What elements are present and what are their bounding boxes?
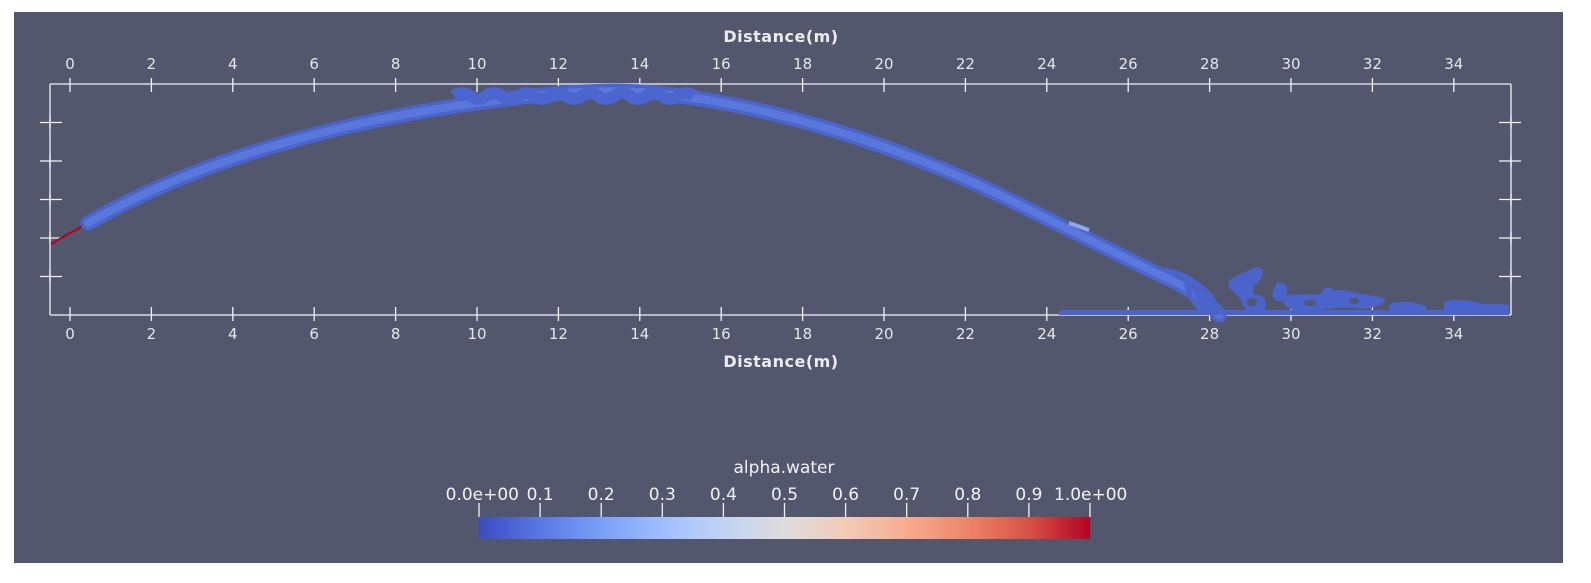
colorbar-label-6: 0.6: [832, 485, 859, 505]
plot-canvas: Distance(m) Distance(m) 0 2 4 6 8 10 12 14 16 18 2…: [40, 27, 1521, 539]
bottom-tick-label-32: 32: [1363, 325, 1382, 343]
splash-region: [1059, 267, 1509, 315]
top-tick-label-22: 22: [956, 55, 975, 73]
bottom-axis-title: Distance(m): [723, 352, 838, 371]
bottom-tick-label-2: 2: [147, 325, 157, 343]
colorbar-gradient: [479, 517, 1090, 539]
top-tick-label-0: 0: [65, 55, 75, 73]
bottom-tick-label-10: 10: [467, 325, 486, 343]
bottom-tick-label-24: 24: [1037, 325, 1056, 343]
top-tick-label-34: 34: [1444, 55, 1463, 73]
bottom-tick-label-28: 28: [1200, 325, 1219, 343]
colorbar-label-1: 0.1: [527, 485, 554, 505]
top-tick-label-32: 32: [1363, 55, 1382, 73]
top-tick-label-26: 26: [1119, 55, 1138, 73]
bottom-tick-label-20: 20: [874, 325, 893, 343]
bottom-tick-label-16: 16: [712, 325, 731, 343]
render-viewport[interactable]: Distance(m) Distance(m) 0 2 4 6 8 10 12 14 16 18 2…: [14, 12, 1563, 563]
top-tick-label-4: 4: [228, 55, 238, 73]
colorbar-label-9: 0.9: [1015, 485, 1042, 505]
bottom-tick-label-18: 18: [793, 325, 812, 343]
bottom-tick-label-26: 26: [1119, 325, 1138, 343]
top-tick-label-2: 2: [147, 55, 157, 73]
bottom-tick-label-0: 0: [65, 325, 75, 343]
splash-inner-holes: [1247, 298, 1359, 306]
bottom-tick-label-4: 4: [228, 325, 238, 343]
top-tick-label-18: 18: [793, 55, 812, 73]
top-axis-title: Distance(m): [723, 27, 838, 46]
colorbar-label-2: 0.2: [588, 485, 615, 505]
top-tick-label-14: 14: [630, 55, 649, 73]
bottom-tick-label-14: 14: [630, 325, 649, 343]
bottom-tick-label-34: 34: [1444, 325, 1463, 343]
top-axis-ticks: 0 2 4 6 8 10 12 14 16 18 20 22 24 26 28 30 32 34: [65, 55, 1463, 92]
water-jet-field: [50, 83, 1509, 323]
top-tick-label-10: 10: [467, 55, 486, 73]
colorbar-title: alpha.water: [734, 458, 835, 478]
top-tick-label-24: 24: [1037, 55, 1056, 73]
top-tick-label-28: 28: [1200, 55, 1219, 73]
colorbar-label-5: 0.5: [771, 485, 798, 505]
jet-arc-outer: [80, 83, 1227, 323]
top-tick-label-8: 8: [391, 55, 401, 73]
top-tick-label-30: 30: [1281, 55, 1300, 73]
colorbar-label-8: 0.8: [954, 485, 981, 505]
colorbar-label-3: 0.3: [649, 485, 676, 505]
colorbar-tick-labels: 0.0e+00 0.1 0.2 0.3 0.4 0.5 0.6 0.7 0.8 0.9 1.0e+0…: [446, 485, 1128, 505]
bottom-axis-ticks: 0 2 4 6 8 10 12 14 16 18 20 22 24 26 28 30 32 34: [65, 307, 1463, 343]
left-axis-ticks: [40, 116, 62, 283]
top-tick-label-16: 16: [712, 55, 731, 73]
colorbar-label-0: 0.0e+00: [446, 485, 519, 505]
nozzle-inlet: [50, 223, 87, 245]
bottom-tick-label-6: 6: [309, 325, 319, 343]
colorbar-label-10: 1.0e+00: [1054, 485, 1127, 505]
bottom-tick-label-22: 22: [956, 325, 975, 343]
top-tick-label-20: 20: [874, 55, 893, 73]
bottom-tick-label-30: 30: [1281, 325, 1300, 343]
bottom-tick-label-12: 12: [549, 325, 568, 343]
colorbar-ticks: [478, 503, 1091, 517]
jet-arc-core: [84, 87, 1223, 319]
colorbar-legend: alpha.water 0.0e+00 0.1 0.2 0.3 0.4 0.5 0.6 0.7…: [446, 458, 1128, 539]
jet-highlight: [1068, 221, 1090, 232]
top-tick-label-6: 6: [309, 55, 319, 73]
colorbar-label-7: 0.7: [893, 485, 920, 505]
right-axis-ticks: [1499, 116, 1521, 283]
bottom-tick-label-8: 8: [391, 325, 401, 343]
colorbar-label-4: 0.4: [710, 485, 737, 505]
top-tick-label-12: 12: [549, 55, 568, 73]
jet-wave-ripples: [450, 87, 698, 105]
